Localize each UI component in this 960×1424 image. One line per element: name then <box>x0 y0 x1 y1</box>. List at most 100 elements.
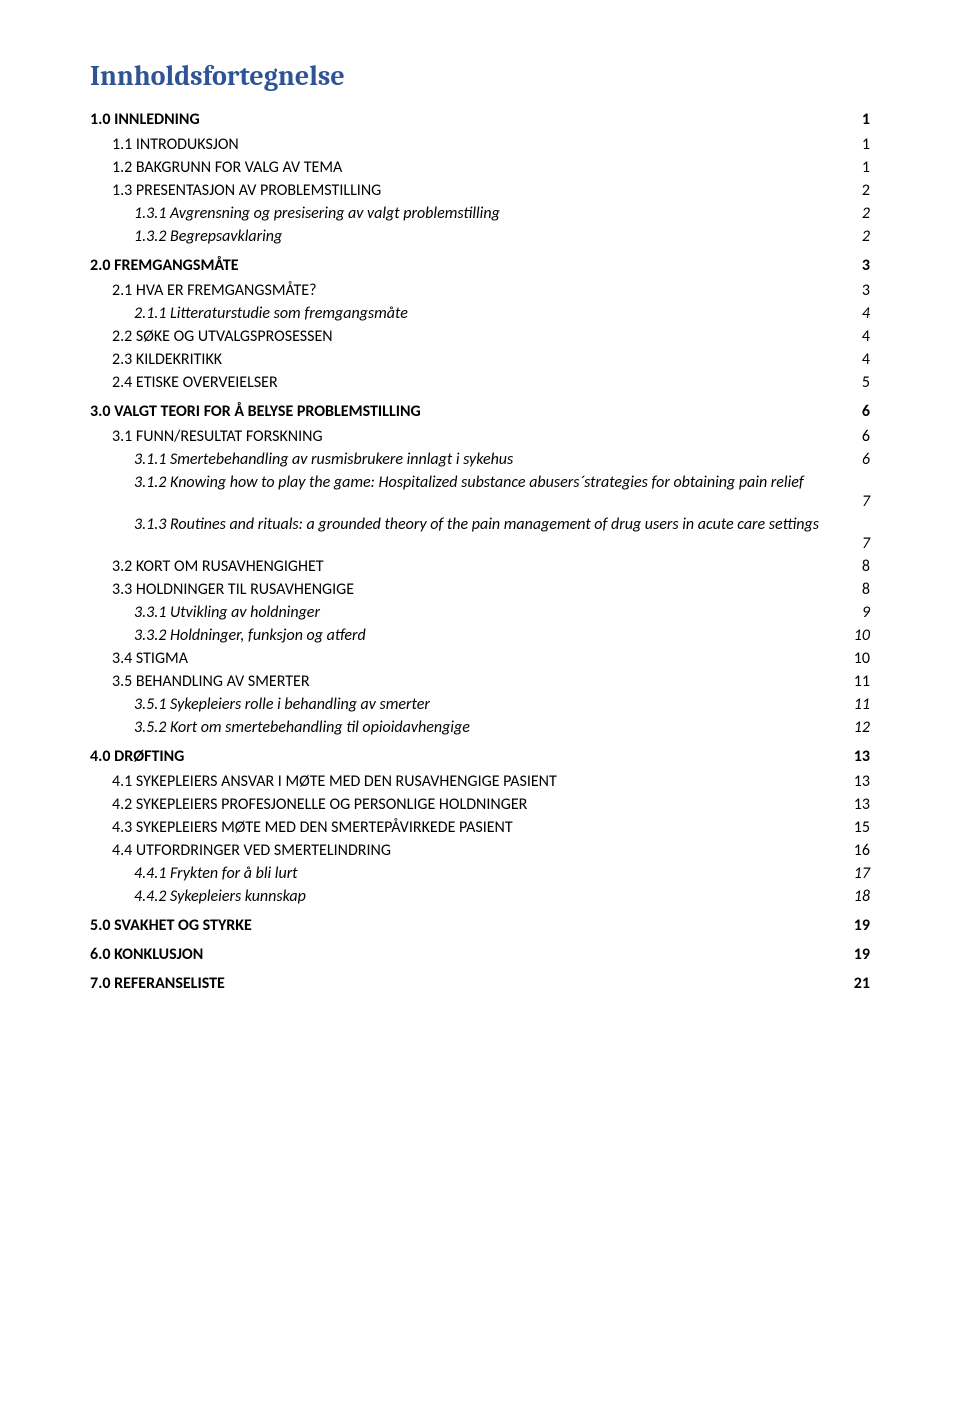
toc-page-number: 10 <box>850 626 870 645</box>
toc-entry[interactable]: 4.4.1 Frykten for å bli lurt 17 <box>90 864 870 883</box>
toc-entry[interactable]: 1.0 INNLEDNING 1 <box>90 110 870 129</box>
toc-label: 4.0 DRØFTING <box>90 747 184 766</box>
toc-entry[interactable]: 4.3 SYKEPLEIERS MØTE MED DEN SMERTEPÅVIR… <box>90 818 870 837</box>
toc-page-number: 19 <box>850 916 870 935</box>
toc-label: 1.3.1 Avgrensning og presisering av valg… <box>134 204 500 223</box>
toc-label: 3.5.1 Sykepleiers rolle i behandling av … <box>134 695 430 714</box>
toc-entry[interactable]: 2.3 KILDEKRITIKK 4 <box>90 350 870 369</box>
toc-page-number: 15 <box>850 818 870 837</box>
toc-entry[interactable]: 5.0 SVAKHET OG STYRKE 19 <box>90 916 870 935</box>
toc-page-number: 6 <box>858 402 870 421</box>
toc-page-number: 6 <box>858 427 870 446</box>
toc-page-number: 1 <box>858 135 870 154</box>
toc-entry[interactable]: 1.2 BAKGRUNN FOR VALG AV TEMA 1 <box>90 158 870 177</box>
toc-entry[interactable]: 2.1.1 Litteraturstudie som fremgangsmåte… <box>90 304 870 323</box>
toc-page-number: 7 <box>858 492 870 511</box>
toc-label: 1.2 BAKGRUNN FOR VALG AV TEMA <box>112 158 342 177</box>
toc-label: 3.3 HOLDNINGER TIL RUSAVHENGIGE <box>112 580 354 599</box>
toc-entry[interactable]: 2.2 SØKE OG UTVALGSPROSESSEN 4 <box>90 327 870 346</box>
toc-entry[interactable]: 1.3 PRESENTASJON AV PROBLEMSTILLING 2 <box>90 181 870 200</box>
toc-entry[interactable]: 3.3.2 Holdninger, funksjon og atferd 10 <box>90 626 870 645</box>
toc-entry[interactable]: 1.3.2 Begrepsavklaring 2 <box>90 227 870 246</box>
toc-page-number: 11 <box>850 672 870 691</box>
toc-page-number: 4 <box>858 304 870 323</box>
toc-entry[interactable]: 3.5.2 Kort om smertebehandling til opioi… <box>90 718 870 737</box>
toc-label: 3.3.2 Holdninger, funksjon og atferd <box>134 626 366 645</box>
toc-label: 3.4 STIGMA <box>112 649 188 668</box>
toc-label: 2.1.1 Litteraturstudie som fremgangsmåte <box>134 304 408 323</box>
toc-entry[interactable]: 4.4 UTFORDRINGER VED SMERTELINDRING 16 <box>90 841 870 860</box>
toc-page-number: 16 <box>850 841 870 860</box>
toc-label: 3.1 FUNN/RESULTAT FORSKNING <box>112 427 323 446</box>
toc-label: 6.0 KONKLUSJON <box>90 945 203 964</box>
toc-page-number: 13 <box>850 795 870 814</box>
toc-page-number: 4 <box>858 327 870 346</box>
toc-page-number: 11 <box>850 695 870 714</box>
toc-label: 2.2 SØKE OG UTVALGSPROSESSEN <box>112 327 333 346</box>
toc-page-number: 7 <box>858 534 870 553</box>
toc-entry[interactable]: 3.1.2 Knowing how to play the game: Hosp… <box>90 473 870 511</box>
toc-entry[interactable]: 4.1 SYKEPLEIERS ANSVAR I MØTE MED DEN RU… <box>90 772 870 791</box>
toc-page-number: 2 <box>858 204 870 223</box>
toc-entry[interactable]: 3.3 HOLDNINGER TIL RUSAVHENGIGE 8 <box>90 580 870 599</box>
toc-entry[interactable]: 3.1.1 Smertebehandling av rusmisbrukere … <box>90 450 870 469</box>
toc-entry[interactable]: 4.0 DRØFTING13 <box>90 747 870 766</box>
toc-title: Innholdsfortegnelse <box>90 60 870 92</box>
toc-page-number: 17 <box>850 864 870 883</box>
toc-page-number: 13 <box>850 772 870 791</box>
toc-page-number: 4 <box>858 350 870 369</box>
toc-page-number: 8 <box>858 557 870 576</box>
toc-entry[interactable]: 3.4 STIGMA 10 <box>90 649 870 668</box>
toc-entry[interactable]: 2.0 FREMGANGSMÅTE3 <box>90 256 870 275</box>
toc-entry[interactable]: 3.1.3 Routines and rituals: a grounded t… <box>90 515 870 553</box>
toc-page-number: 9 <box>858 603 870 622</box>
toc-page-number: 1 <box>858 158 870 177</box>
toc-label: 3.1.1 Smertebehandling av rusmisbrukere … <box>134 450 513 469</box>
toc-label: 3.5.2 Kort om smertebehandling til opioi… <box>134 718 470 737</box>
toc-label: 4.4.1 Frykten for å bli lurt <box>134 864 298 883</box>
toc-page-number: 6 <box>858 450 870 469</box>
toc-entry[interactable]: 3.2 KORT OM RUSAVHENGIGHET8 <box>90 557 870 576</box>
toc-page-number: 10 <box>850 649 870 668</box>
toc-label: 3.1.2 Knowing how to play the game: Hosp… <box>134 473 804 492</box>
toc-label: 4.4 UTFORDRINGER VED SMERTELINDRING <box>112 841 391 860</box>
toc-label: 1.3.2 Begrepsavklaring <box>134 227 282 246</box>
toc-entry[interactable]: 2.4 ETISKE OVERVEIELSER 5 <box>90 373 870 392</box>
toc-page-number: 5 <box>858 373 870 392</box>
toc-label: 1.3 PRESENTASJON AV PROBLEMSTILLING <box>112 181 381 200</box>
toc-page-number: 1 <box>858 110 870 129</box>
toc-entry[interactable]: 3.3.1 Utvikling av holdninger 9 <box>90 603 870 622</box>
toc-label: 2.3 KILDEKRITIKK <box>112 350 222 369</box>
toc-entry[interactable]: 4.4.2 Sykepleiers kunnskap 18 <box>90 887 870 906</box>
toc-label: 4.4.2 Sykepleiers kunnskap <box>134 887 306 906</box>
toc-page-number: 18 <box>850 887 870 906</box>
toc-page-number: 21 <box>850 974 870 993</box>
toc-entry[interactable]: 4.2 SYKEPLEIERS PROFESJONELLE OG PERSONL… <box>90 795 870 814</box>
toc-label: 3.0 VALGT TEORI FOR Å BELYSE PROBLEMSTIL… <box>90 402 421 421</box>
toc-entry[interactable]: 1.1 INTRODUKSJON 1 <box>90 135 870 154</box>
toc-page-number: 3 <box>858 256 870 275</box>
toc-label: 3.3.1 Utvikling av holdninger <box>134 603 320 622</box>
toc-label: 4.1 SYKEPLEIERS ANSVAR I MØTE MED DEN RU… <box>112 772 557 791</box>
toc-label: 1.1 INTRODUKSJON <box>112 135 239 154</box>
toc-label: 7.0 REFERANSELISTE <box>90 974 225 993</box>
toc-container: 1.0 INNLEDNING11.1 INTRODUKSJON11.2 BAKG… <box>90 110 870 993</box>
toc-entry[interactable]: 3.5.1 Sykepleiers rolle i behandling av … <box>90 695 870 714</box>
toc-entry[interactable]: 1.3.1 Avgrensning og presisering av valg… <box>90 204 870 223</box>
toc-label: 2.1 HVA ER FREMGANGSMÅTE? <box>112 281 317 300</box>
toc-entry[interactable]: 2.1 HVA ER FREMGANGSMÅTE?3 <box>90 281 870 300</box>
toc-entry[interactable]: 3.5 BEHANDLING AV SMERTER 11 <box>90 672 870 691</box>
toc-page-number: 8 <box>858 580 870 599</box>
toc-entry[interactable]: 6.0 KONKLUSJON19 <box>90 945 870 964</box>
toc-entry[interactable]: 3.0 VALGT TEORI FOR Å BELYSE PROBLEMSTIL… <box>90 402 870 421</box>
toc-label: 2.4 ETISKE OVERVEIELSER <box>112 373 278 392</box>
toc-entry[interactable]: 7.0 REFERANSELISTE 21 <box>90 974 870 993</box>
toc-label: 3.5 BEHANDLING AV SMERTER <box>112 672 310 691</box>
toc-page-number: 2 <box>858 227 870 246</box>
toc-entry[interactable]: 3.1 FUNN/RESULTAT FORSKNING 6 <box>90 427 870 446</box>
toc-page-number: 2 <box>858 181 870 200</box>
toc-label: 5.0 SVAKHET OG STYRKE <box>90 916 252 935</box>
toc-label: 4.3 SYKEPLEIERS MØTE MED DEN SMERTEPÅVIR… <box>112 818 513 837</box>
toc-label: 1.0 INNLEDNING <box>90 110 200 129</box>
toc-page-number: 12 <box>850 718 870 737</box>
